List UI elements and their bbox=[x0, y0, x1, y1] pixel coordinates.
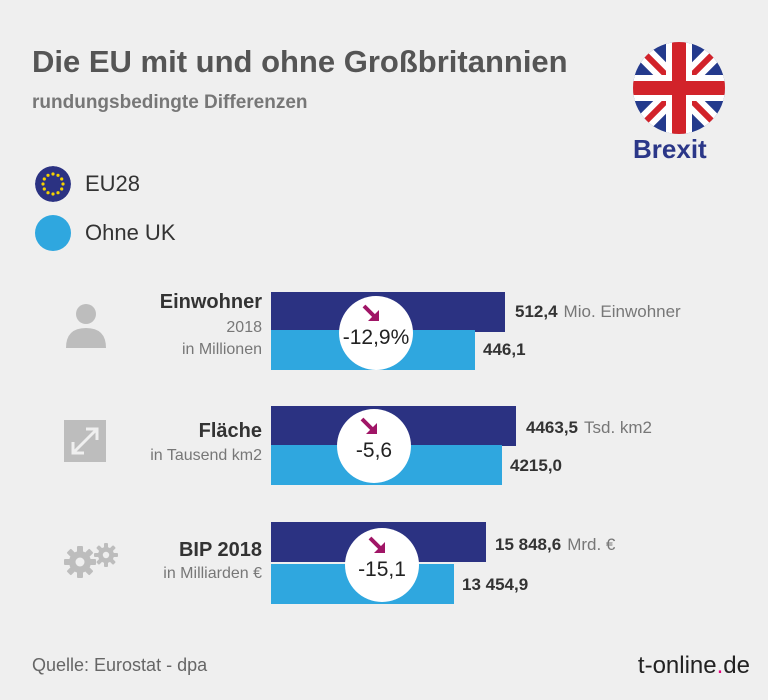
gears-icon bbox=[64, 543, 118, 578]
area-arrow-icon bbox=[64, 420, 106, 462]
brexit-label: Brexit bbox=[633, 134, 707, 164]
person-icon bbox=[66, 304, 106, 348]
down-arrow-icon bbox=[368, 536, 385, 553]
value-eu28-flaeche: 4463,5 Tsd. km2 bbox=[526, 418, 653, 437]
category-title-flaeche: Fläche bbox=[198, 420, 262, 442]
change-label: -12,9% bbox=[342, 326, 410, 349]
value-eu28-bip: 15 848,6 Mrd. € bbox=[495, 535, 616, 554]
change-bubble-flaeche: -5,6 bbox=[337, 409, 411, 483]
value-ohne-uk-bip: 13 454,9 bbox=[462, 575, 529, 594]
down-arrow-icon bbox=[362, 304, 379, 321]
change-label: -15,1 bbox=[358, 558, 406, 581]
legend-item-ohne-uk: Ohne UK bbox=[35, 215, 176, 251]
down-arrow-icon bbox=[360, 417, 377, 434]
legend-label: EU28 bbox=[85, 171, 141, 196]
legend-label: Ohne UK bbox=[85, 220, 176, 245]
chart-subtitle: rundungsbedingte Differenzen bbox=[32, 92, 308, 113]
category-title-einwohner: Einwohner bbox=[159, 291, 262, 313]
source-note: Quelle: Eurostat - dpa bbox=[32, 655, 208, 675]
category-sub-unit: in Tausend km2 bbox=[150, 447, 262, 464]
value-eu28-einwohner: 512,4 Mio. Einwohner bbox=[515, 302, 681, 321]
change-label: -5,6 bbox=[355, 439, 393, 462]
legend-item-eu28: EU28 bbox=[35, 166, 140, 202]
brand-logo: t-online.de bbox=[637, 652, 750, 679]
category-sub-year: 2018 bbox=[226, 319, 262, 336]
change-bubble-bip: -15,1 bbox=[345, 528, 419, 602]
change-bubble-einwohner: -12,9% bbox=[339, 296, 413, 370]
eu-stars-icon bbox=[35, 166, 71, 202]
legend-swatch-uk bbox=[35, 215, 71, 251]
category-sub-unit: in Millionen bbox=[181, 341, 262, 358]
category-title-bip: BIP 2018 bbox=[178, 539, 262, 561]
value-ohne-uk-einwohner: 446,1 bbox=[483, 340, 526, 359]
chart-title: Die EU mit und ohne Großbritannien bbox=[32, 44, 568, 79]
uk-flag-icon bbox=[633, 42, 725, 134]
value-ohne-uk-flaeche: 4215,0 bbox=[510, 456, 562, 475]
category-sub-unit: in Milliarden € bbox=[163, 565, 262, 582]
